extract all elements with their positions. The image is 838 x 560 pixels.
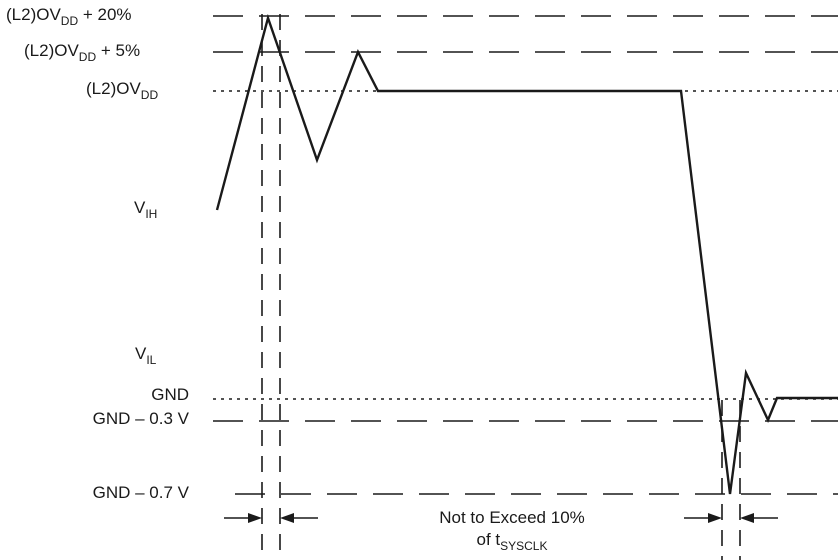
gnd-minus-07-label: GND – 0.7 V xyxy=(92,483,189,502)
ovdd-plus-5-label: (L2)OVDD + 5% xyxy=(24,41,141,64)
vil-label: VIL xyxy=(135,344,157,367)
ovdd-label: (L2)OVDD xyxy=(86,79,159,102)
vih-label: VIH xyxy=(134,198,158,221)
ovdd-plus-20-label: (L2)OVDD + 20% xyxy=(6,5,132,28)
overshoot-width-arrows xyxy=(224,513,318,523)
undershoot-width-arrows xyxy=(684,513,778,523)
gnd-minus-03-label: GND – 0.3 V xyxy=(92,409,189,428)
gnd-label: GND xyxy=(151,385,189,404)
signal-waveform xyxy=(215,13,838,495)
not-to-exceed-note: Not to Exceed 10% of tSYSCLK xyxy=(439,508,585,553)
